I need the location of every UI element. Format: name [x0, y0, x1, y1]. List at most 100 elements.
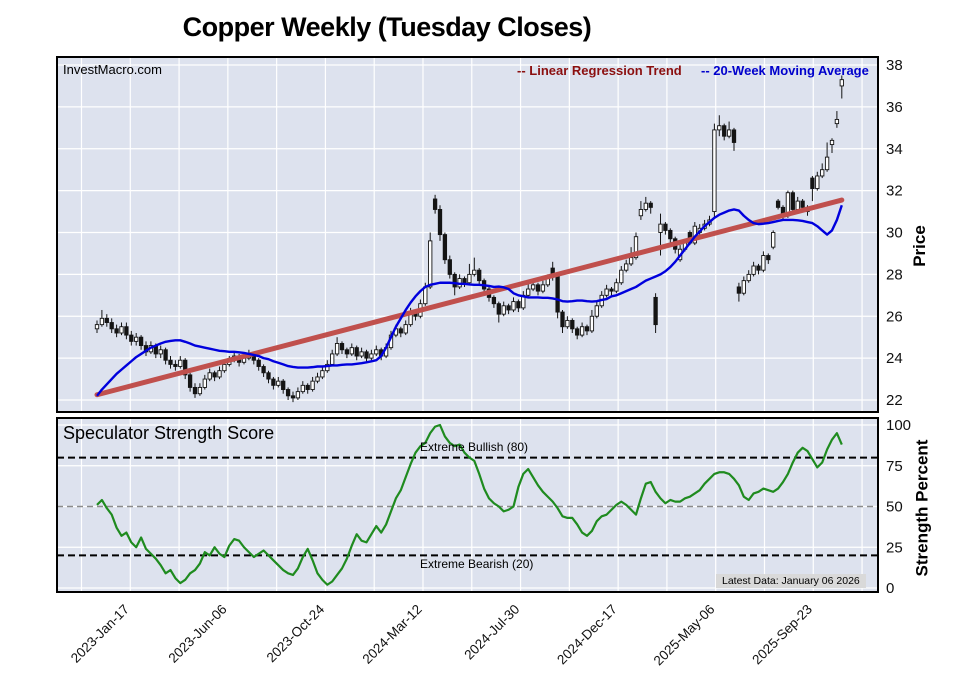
- candle-body: [432, 198, 438, 210]
- candle: [344, 347, 350, 359]
- candle-body: [202, 378, 207, 388]
- candle: [369, 349, 374, 361]
- candle-body: [829, 139, 835, 146]
- candle-body: [726, 129, 732, 137]
- candle-body: [320, 370, 325, 378]
- candle-body: [178, 359, 183, 367]
- candle-body: [717, 125, 722, 131]
- candle-body: [516, 301, 521, 309]
- candle: [761, 251, 766, 273]
- candle-body: [731, 129, 737, 143]
- candle-body: [584, 326, 590, 332]
- candlestick-series: [94, 75, 844, 403]
- candle: [134, 333, 139, 346]
- candle: [824, 142, 830, 172]
- candle-body: [124, 326, 129, 336]
- candle-body: [712, 129, 717, 213]
- candle: [364, 349, 369, 363]
- candle-body: [447, 259, 452, 275]
- candle: [722, 123, 727, 141]
- strength-tick-label: 50: [886, 499, 903, 516]
- candle-body: [771, 232, 776, 248]
- price-tick-label: 34: [886, 141, 903, 158]
- candle-body: [810, 177, 815, 189]
- legend-moving-average: -- 20-Week Moving Average: [701, 63, 869, 78]
- candle: [584, 324, 590, 336]
- candle: [638, 201, 644, 220]
- candle-body: [197, 386, 203, 395]
- candle: [741, 276, 746, 296]
- candle-body: [285, 389, 291, 397]
- candle: [614, 278, 619, 294]
- candle-body: [398, 328, 403, 334]
- x-tick-label: 2023-Jan-17: [68, 602, 132, 666]
- watermark-text: InvestMacro.com: [63, 62, 162, 77]
- candle-body: [462, 278, 467, 284]
- candle-body: [94, 324, 100, 330]
- gridlines: [57, 57, 878, 592]
- candle: [295, 387, 301, 400]
- candle-body: [511, 301, 516, 311]
- candle: [839, 75, 844, 99]
- candle: [511, 297, 516, 313]
- candle-body: [839, 79, 844, 87]
- candle: [653, 293, 658, 333]
- candle-body: [795, 200, 800, 210]
- candle-body: [790, 192, 795, 210]
- legend-regression-trend: -- Linear Regression Trend: [517, 63, 682, 78]
- candle-body: [575, 328, 580, 336]
- candle: [202, 374, 207, 390]
- candle: [726, 121, 732, 139]
- candle-body: [212, 372, 217, 378]
- x-tick-label: 2025-May-06: [651, 602, 718, 669]
- extreme-bullish-label: Extreme Bullish (80): [420, 440, 529, 454]
- candle-body: [104, 317, 109, 323]
- candle-body: [589, 315, 595, 332]
- price-tick-label: 26: [886, 308, 903, 325]
- candle-body: [207, 372, 212, 380]
- candle: [516, 299, 521, 313]
- candle-body: [325, 363, 330, 372]
- candle-body: [129, 334, 134, 342]
- candle: [447, 255, 452, 279]
- x-tick-label: 2025-Sep-23: [749, 602, 815, 668]
- candle-body: [310, 380, 315, 390]
- candle-body: [530, 284, 536, 290]
- candle: [197, 383, 203, 396]
- candle-body: [619, 269, 624, 284]
- candle: [271, 376, 276, 390]
- candle: [501, 301, 506, 317]
- candle: [663, 222, 668, 235]
- candle: [339, 341, 345, 354]
- candle: [119, 322, 124, 336]
- candle-body: [305, 384, 310, 390]
- candle: [604, 284, 609, 298]
- candle: [579, 322, 585, 338]
- candle-body: [756, 265, 761, 271]
- strength-score-line: [96, 423, 843, 586]
- strength-tick-label: 100: [886, 417, 911, 434]
- candle-body: [168, 359, 173, 365]
- candle: [432, 194, 438, 214]
- candle-body: [555, 276, 560, 313]
- candle-body: [477, 269, 482, 282]
- candle-body: [824, 156, 830, 171]
- candle: [442, 232, 448, 264]
- strength-panel-bg: [57, 418, 878, 592]
- strength-panel-title: Speculator Strength Score: [63, 423, 275, 443]
- candle: [717, 115, 722, 137]
- candle: [354, 345, 359, 361]
- candle-body: [354, 347, 359, 357]
- candle: [217, 366, 222, 380]
- candle: [315, 372, 320, 384]
- candle: [589, 309, 595, 333]
- candle: [643, 196, 648, 212]
- candle-body: [315, 376, 320, 382]
- candle-body: [295, 391, 301, 399]
- price-tick-label: 32: [886, 183, 903, 200]
- candle: [648, 201, 653, 214]
- candle: [305, 383, 310, 394]
- candle: [261, 364, 266, 377]
- candle-body: [491, 296, 497, 305]
- candle-body: [217, 370, 222, 378]
